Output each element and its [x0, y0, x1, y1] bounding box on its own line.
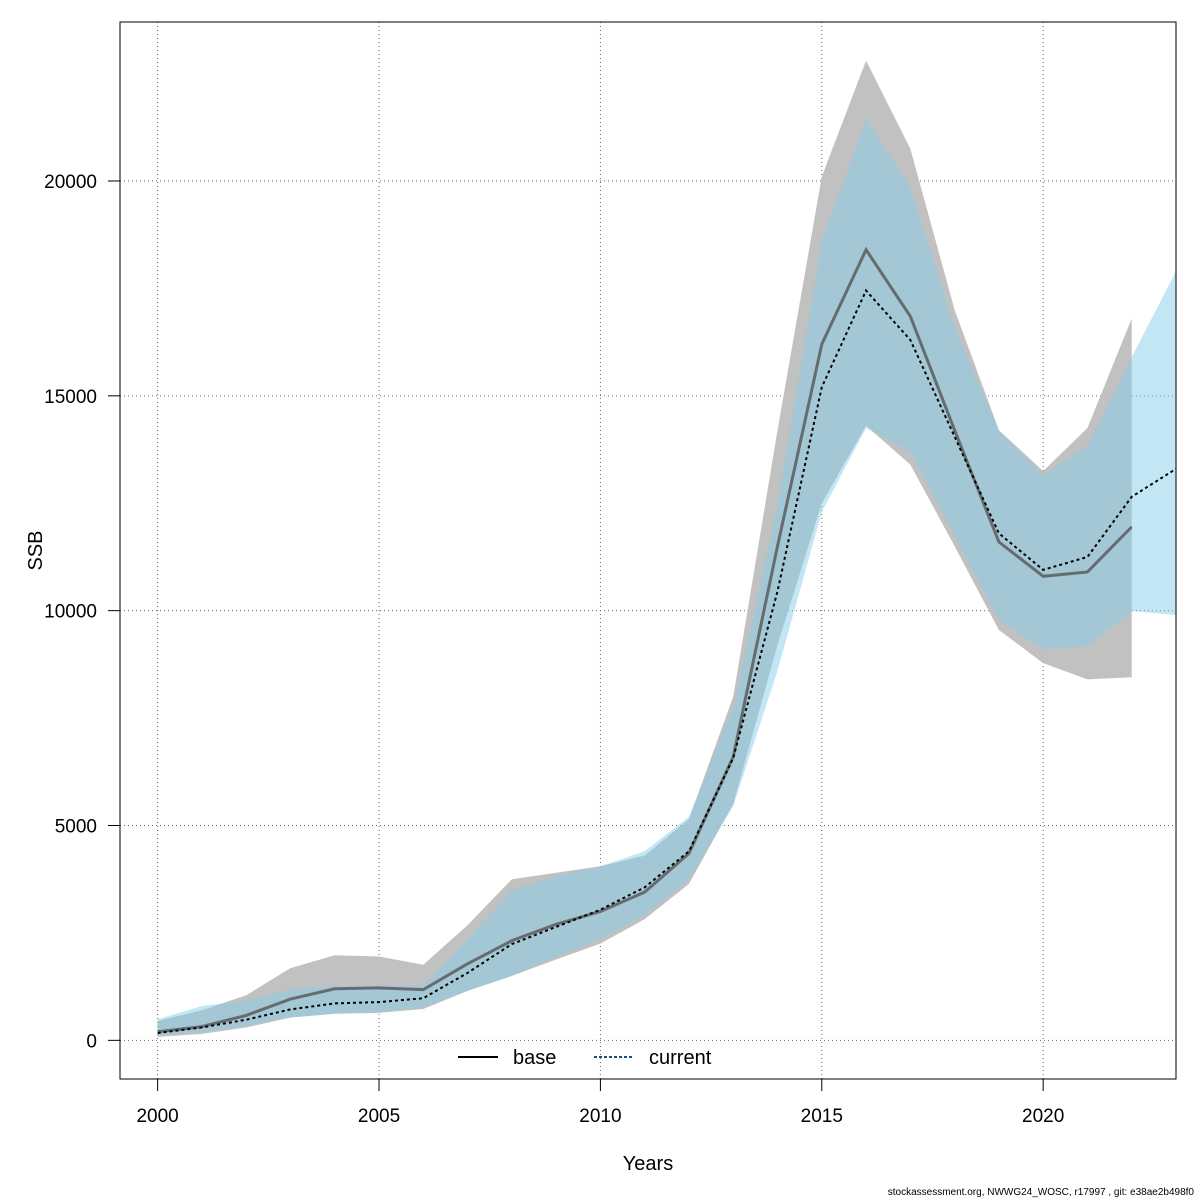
- series-line-base: [157, 246, 1133, 1034]
- x-axis: 2000 2005 2010 2015 2020: [136, 1078, 1064, 1127]
- confidence-bands: [157, 60, 1176, 1037]
- x-tick-label: 2000: [136, 1106, 178, 1127]
- footer-credit: stockassessment.org, NWWG24_WOSC, r17997…: [887, 1187, 1194, 1198]
- legend-label-current: current: [649, 1047, 712, 1069]
- series-line-current: [157, 288, 1177, 1035]
- y-axis: 0 5000 10000 15000 20000: [44, 172, 121, 1052]
- y-axis-title: SSB: [25, 530, 47, 570]
- y-tick-label: 5000: [55, 816, 97, 837]
- legend-label-base: base: [513, 1047, 556, 1069]
- y-tick-label: 10000: [44, 602, 97, 623]
- x-tick-label: 2015: [801, 1106, 843, 1127]
- series-lines: [157, 246, 1177, 1035]
- x-tick-label: 2020: [1022, 1106, 1064, 1127]
- x-tick-label: 2005: [358, 1106, 400, 1127]
- y-tick-label: 15000: [44, 387, 97, 408]
- x-axis-title: Years: [623, 1153, 673, 1175]
- legend: base current: [458, 1047, 712, 1069]
- x-tick-label: 2010: [579, 1106, 621, 1127]
- y-tick-label: 20000: [44, 172, 97, 193]
- y-tick-label: 0: [86, 1031, 97, 1052]
